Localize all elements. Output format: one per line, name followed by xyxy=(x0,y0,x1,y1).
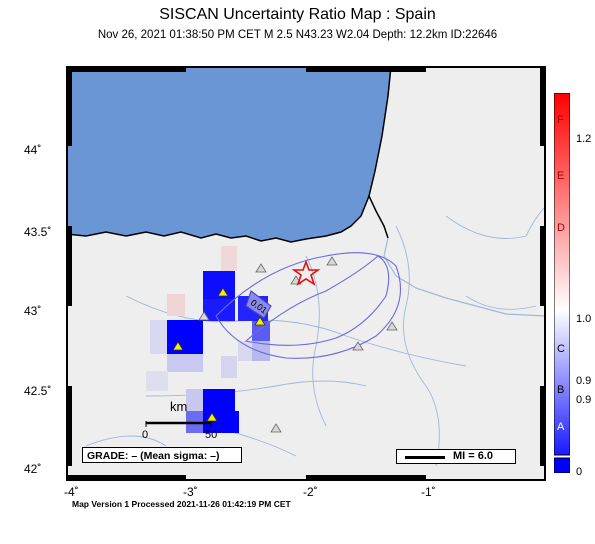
map-canvas[interactable]: 0.01 xyxy=(66,66,546,481)
event-subtitle: Nov 26, 2021 01:38:50 PM CET M 2.5 N43.2… xyxy=(97,29,498,41)
lon-label-m1: -1˚ xyxy=(421,485,436,499)
contours xyxy=(215,252,402,359)
colorbar-tick-1-2: 1.2 xyxy=(576,133,592,145)
colorbar-tick-0-9b: 0.9 xyxy=(576,394,592,406)
scale-start-label: 0 xyxy=(142,429,149,441)
scale-end-label: 50 xyxy=(205,429,218,441)
lat-label-43-5: 43.5˚ xyxy=(24,225,52,239)
colorbar-tick-1-0: 1.0 xyxy=(576,313,592,325)
colorbar-letter-b: B xyxy=(557,384,565,396)
sea-area xyxy=(66,66,392,243)
colorbar-letter-f: F xyxy=(557,114,564,126)
lon-label-m4: -4˚ xyxy=(64,485,79,499)
processed-note: Map Version 1 Processed 2021-11-26 01:42… xyxy=(72,499,291,509)
colorbar-letter-c: C xyxy=(557,343,565,355)
scale-bar xyxy=(145,421,212,427)
lat-label-42: 42˚ xyxy=(24,462,42,476)
colorbar-tick-0: 0 xyxy=(576,466,583,478)
active-stations xyxy=(172,287,266,422)
mi-legend: MI = 6.0 xyxy=(396,449,516,464)
colorbar xyxy=(554,93,570,473)
mi-legend-text: MI = 6.0 xyxy=(453,450,494,462)
rivers xyxy=(85,205,546,467)
colorbar-letter-e: E xyxy=(557,170,565,182)
grade-box: GRADE: – (Mean sigma: –) xyxy=(82,447,242,463)
map-title: SISCAN Uncertainty Ratio Map : Spain xyxy=(159,6,436,23)
scale-unit-label: km xyxy=(170,399,188,414)
mi-legend-line xyxy=(405,456,445,459)
colorbar-tick-0-9a: 0.9 xyxy=(576,375,592,387)
lat-label-44: 44˚ xyxy=(24,143,42,157)
lon-label-m3: -3˚ xyxy=(183,485,198,499)
lat-label-42-5: 42.5˚ xyxy=(24,384,52,398)
lat-label-43: 43˚ xyxy=(24,304,42,318)
colorbar-letter-d: D xyxy=(557,222,565,234)
epicenter-star xyxy=(291,259,321,286)
colorbar-letter-a: A xyxy=(557,421,565,433)
frame-ticks xyxy=(66,66,546,481)
coastline-east xyxy=(368,195,389,239)
lon-label-m2: -2˚ xyxy=(303,485,318,499)
